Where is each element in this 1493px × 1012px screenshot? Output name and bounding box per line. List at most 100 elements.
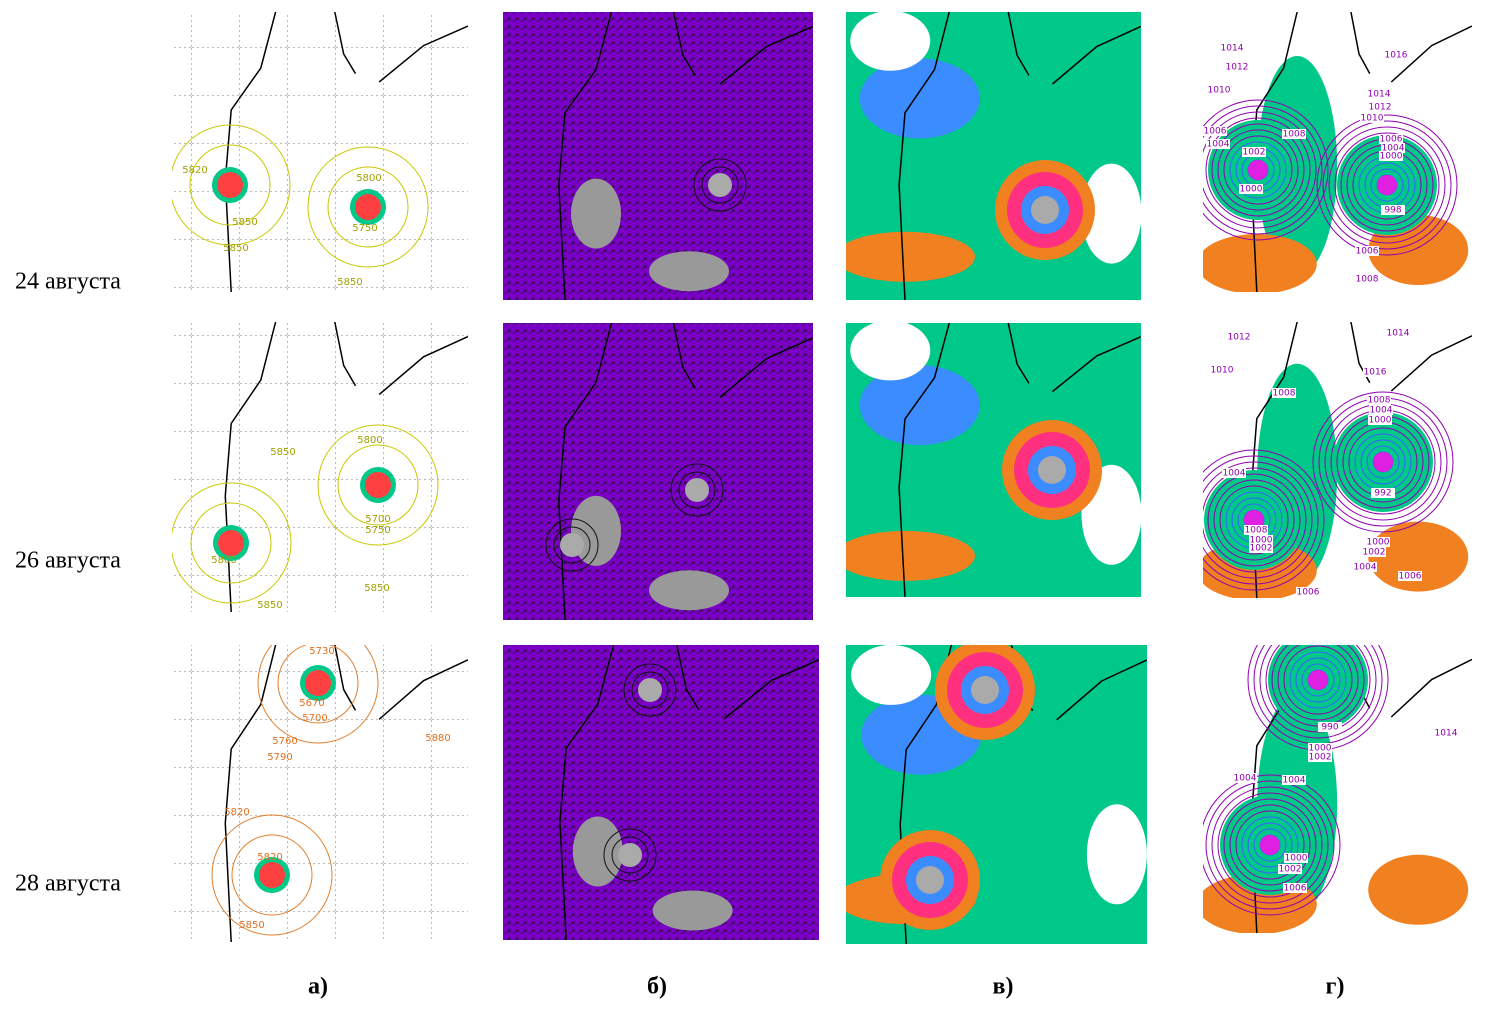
isobar-label: 1004 [1382, 144, 1405, 154]
isobar-label: 1008 [1283, 130, 1306, 140]
contour-label: 5820 [257, 852, 282, 863]
label-box [1371, 488, 1395, 498]
isobar-label: 1004 [1234, 774, 1257, 784]
cyclone [259, 862, 285, 888]
map-panel [172, 645, 468, 942]
contour-label: 5670 [299, 698, 324, 709]
isobar [1211, 786, 1329, 904]
isobar-label: 1002 [1243, 148, 1266, 158]
isobar-label: 1004 [1354, 563, 1377, 573]
isobar-label: 1008 [1356, 275, 1379, 285]
isobar-label: 1008 [1368, 396, 1391, 406]
map [172, 322, 468, 612]
map [846, 12, 1141, 300]
cyclone [560, 533, 584, 557]
map-panel [1203, 645, 1472, 933]
isobar-label: 1000 [1380, 152, 1403, 162]
label-box [1367, 89, 1391, 99]
contour-label: 5850 [223, 243, 248, 254]
map [1203, 645, 1472, 933]
isobar [1247, 822, 1293, 868]
patch [652, 890, 733, 931]
coastline [224, 12, 468, 292]
label-box [1296, 587, 1320, 597]
label-box [1308, 743, 1332, 753]
cyclone [355, 194, 381, 220]
isobar-label: 1010 [1211, 366, 1234, 376]
column-label: б) [647, 974, 667, 1000]
map-panel [846, 645, 1147, 944]
isobar [1322, 120, 1452, 250]
label-box [1384, 50, 1408, 60]
label-box [1353, 562, 1377, 572]
contour-label: 5800 [356, 173, 381, 184]
label-box [1207, 85, 1231, 95]
cyclone [1260, 835, 1280, 855]
contour [327, 166, 409, 248]
label-box [1360, 113, 1384, 123]
map [172, 645, 468, 942]
isobar [1203, 111, 1317, 229]
swirl [545, 518, 599, 572]
contour-label: 5850 [364, 583, 389, 594]
label-box [1222, 468, 1246, 478]
isobar [1360, 439, 1406, 485]
label-box [1379, 134, 1403, 144]
isobar [1241, 816, 1299, 874]
isobar [1259, 645, 1377, 739]
isobar-label: 1000 [1309, 744, 1332, 754]
contour-label: 5700 [365, 514, 390, 525]
map [1203, 322, 1472, 598]
isobar-label: 1006 [1399, 572, 1422, 582]
isobar-label: 1000 [1250, 536, 1273, 546]
patch [649, 570, 729, 611]
swirl [670, 463, 724, 517]
isobar [1205, 117, 1311, 223]
isobar-label: 998 [1384, 206, 1401, 216]
contour [190, 502, 272, 584]
row-label: 26 августа [15, 548, 121, 574]
contour-label: 5800 [211, 555, 236, 566]
panels [172, 12, 1472, 944]
cyclone [708, 173, 732, 197]
label-box [1363, 367, 1387, 377]
contour-label: 5760 [272, 736, 297, 747]
isobar-label: 1002 [1309, 753, 1332, 763]
contour-label: 5820 [224, 807, 249, 818]
swirl [678, 471, 716, 509]
patch [846, 530, 975, 581]
isobar-label: 1012 [1369, 103, 1392, 113]
swirl [611, 836, 649, 874]
isobar [1312, 391, 1454, 533]
contour [277, 645, 359, 724]
label-box [1368, 102, 1392, 112]
label-box [1225, 62, 1249, 72]
cyclone [365, 472, 391, 498]
label-box [1239, 184, 1263, 194]
isobar [1283, 645, 1353, 715]
isobar-label: 1012 [1226, 63, 1249, 73]
label-box [1369, 405, 1393, 415]
coastline [558, 12, 813, 300]
cyclone [971, 676, 999, 704]
isobar [1277, 645, 1359, 721]
isobar-label: 1004 [1223, 469, 1246, 479]
isobar [1203, 461, 1313, 579]
map-panel [846, 323, 1141, 597]
isobar [1334, 132, 1440, 238]
map-background [503, 323, 813, 620]
label-box [1244, 525, 1268, 535]
label-box [1379, 151, 1403, 161]
label-box [1242, 147, 1266, 157]
patch [859, 58, 980, 139]
isobar-label: 1014 [1221, 44, 1244, 54]
isobar-label: 1002 [1250, 544, 1273, 554]
isobar-label: 1010 [1208, 86, 1231, 96]
label-box [1206, 139, 1230, 149]
isobar-label: 1010 [1361, 114, 1384, 124]
isobar [1203, 455, 1319, 585]
label-box [1278, 864, 1302, 874]
map-background [503, 12, 813, 300]
contour [307, 146, 429, 268]
